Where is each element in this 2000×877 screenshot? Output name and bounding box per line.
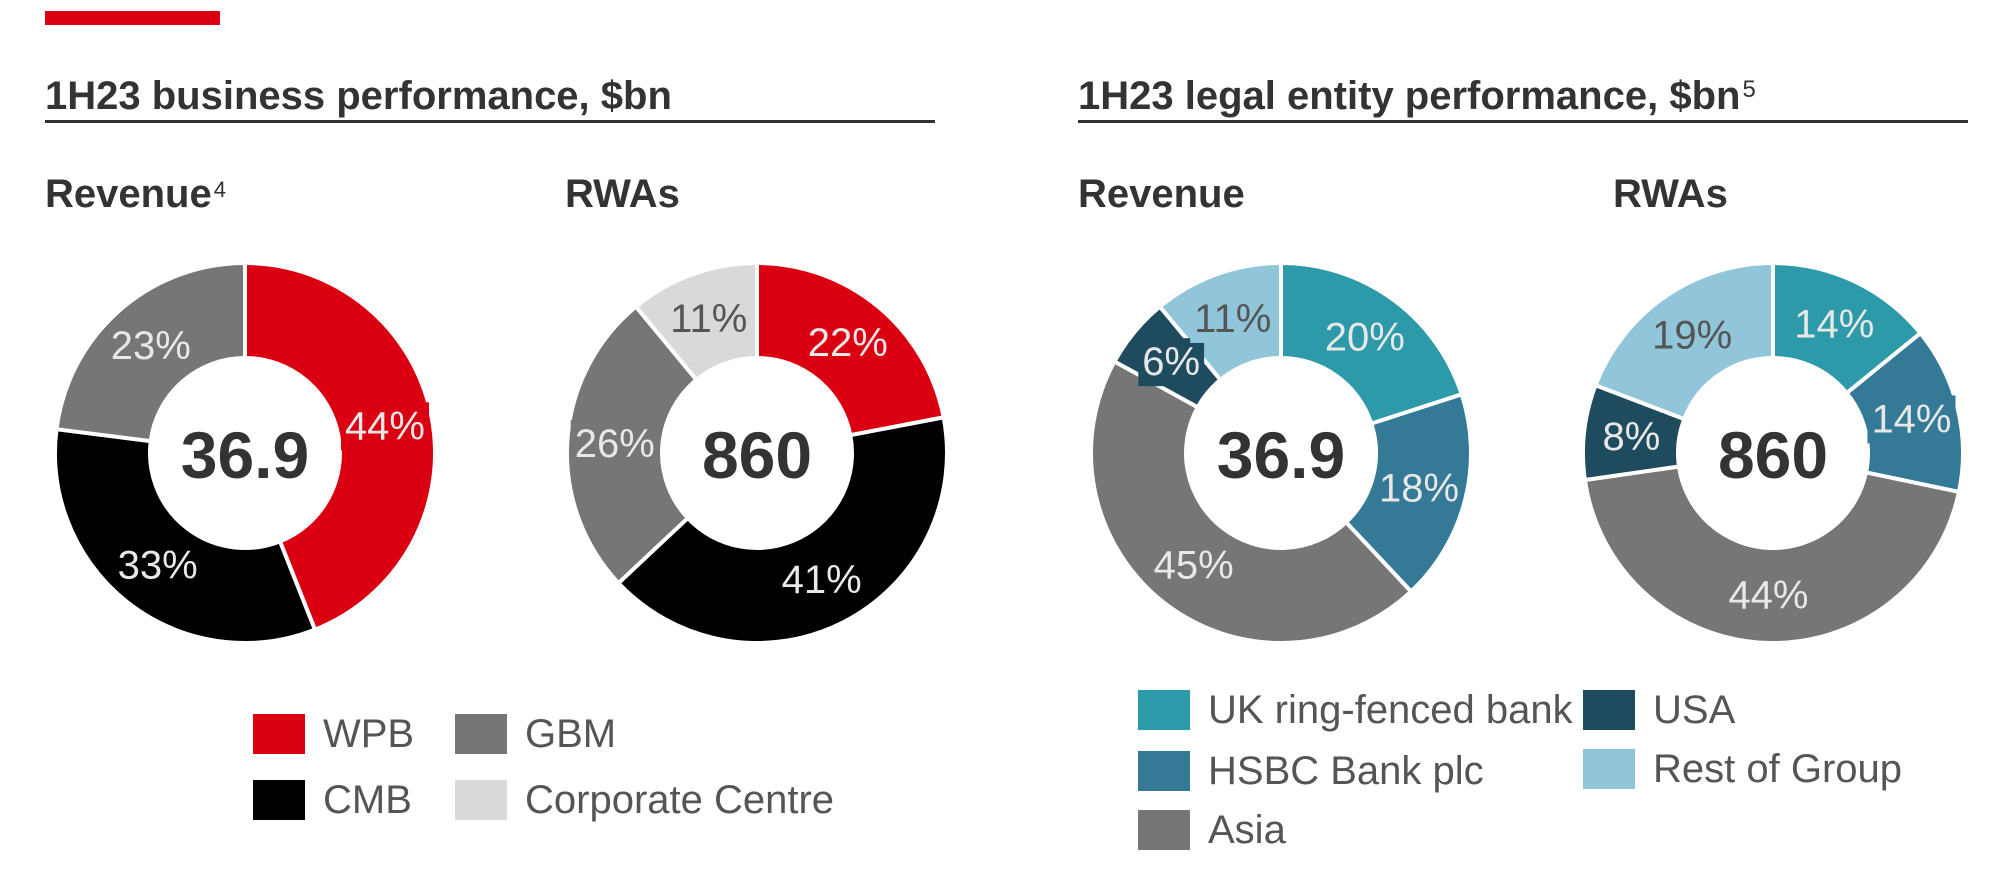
legend-label-wpb: WPB [323,712,415,756]
legend-swatch-uk-ring-fenced-bank [1138,690,1190,730]
legend-label-cmb: CMB [323,778,412,822]
donut-slice-corporate-centre [633,260,759,383]
slice-value-label-uk-ring-fenced-bank: 14% [1794,302,1874,346]
slice-value-label-box [340,402,430,451]
legal-entity-section-title: 1H23 legal entity performance, $bn5 [1078,72,1968,123]
slice-value-label-cmb: 41% [782,558,862,602]
slice-value-label-rest-of-group: 11% [1194,297,1271,341]
donut-center-total: 36.9 [1217,418,1345,492]
donut-slice-asia [1089,358,1414,645]
legend-label-rest-of-group: Rest of Group [1653,747,1903,791]
slice-value-label-rest-of-group: 19% [1652,314,1732,358]
slice-value-label-box [1138,338,1205,387]
legal-entity-revenue-donut: 20% 18% 45% 6%11% 36.9 [1089,260,1473,645]
donut-center-total: 36.9 [181,418,309,492]
donut-slice-wpb [755,260,946,438]
donut-center-total: 860 [1718,418,1828,492]
legend-item-usa: USA [1583,688,1735,732]
legend-swatch-rest-of-group [1583,749,1635,789]
legend-swatch-hsbc-bank-plc [1138,751,1190,791]
slice-value-label-corporate-centre: 11% [670,297,747,341]
legend-swatch-asia [1138,810,1190,850]
slice-value-label-hsbc-bank-plc: 14% [1871,397,1951,441]
legal-entity-revenue-title: Revenue [1078,172,1245,216]
slice-value-label-box [1598,413,1665,462]
slice-value-label-hsbc-bank-plc: 18% [1379,466,1459,510]
business-revenue-title: Revenue4 [45,172,226,216]
legal-entity-title-footnote: 5 [1742,76,1756,103]
slice-value-label-uk-ring-fenced-bank: 20% [1325,316,1405,360]
legend-item-uk-ring-fenced-bank: UK ring-fenced bank [1138,688,1573,732]
legend-item-corporate-centre: Corporate Centre [455,778,834,822]
slice-value-label-box [1190,294,1276,343]
slice-value-label-cmb: 33% [118,544,198,588]
slice-value-label-wpb: 22% [808,321,888,365]
accent-bar [45,11,220,25]
legend-swatch-cmb [253,780,305,820]
business-section-title: 1H23 business performance, $bn [45,72,935,123]
slice-value-label-gbm: 26% [575,422,655,466]
legend-item-hsbc-bank-plc: HSBC Bank plc [1138,749,1484,793]
slice-value-label-box [1867,395,1956,444]
legal-entity-rwas-title: RWAs [1613,172,1728,216]
business-revenue-donut: 44% 33% 23% 36.9 [53,260,437,645]
donut-slice-gbm [54,260,247,444]
legend-label-gbm: GBM [525,712,617,756]
business-rwas-donut: 22% 41% 26% 11% 860 [565,260,949,645]
slice-value-label-usa: 6% [1142,340,1200,384]
legend-item-gbm: GBM [455,712,616,756]
donut-slice-wpb [243,260,437,633]
slice-value-label-usa: 8% [1602,415,1660,459]
legend-item-asia: Asia [1138,808,1286,852]
legend-label-asia: Asia [1208,808,1286,852]
legend-label-hsbc-bank-plc: HSBC Bank plc [1208,749,1484,793]
legend-swatch-wpb [253,714,305,754]
legend-item-wpb: WPB [253,712,414,756]
donut-slice-rest-of-group [1592,260,1775,422]
donut-center-total: 860 [702,418,812,492]
donut-slice-cmb [53,426,318,645]
slice-value-label-asia: 44% [1728,573,1808,617]
legend-label-corporate-centre: Corporate Centre [525,778,835,822]
donut-slice-uk-ring-fenced-bank [1279,260,1465,427]
donut-slice-asia [1582,464,1962,645]
legend-label-usa: USA [1653,688,1736,732]
legend-swatch-gbm [455,714,507,754]
legend-label-uk-ring-fenced-bank: UK ring-fenced bank [1208,688,1573,732]
legend-item-cmb: CMB [253,778,412,822]
revenue-title-footnote: 4 [213,177,226,202]
donut-slice-hsbc-bank-plc [1343,391,1473,595]
business-rwas-title: RWAs [565,172,680,216]
slice-value-label-box [570,420,659,469]
legend-swatch-corporate-centre [455,780,507,820]
legend-item-rest-of-group: Rest of Group [1583,747,1902,791]
slice-value-label-asia: 45% [1154,544,1234,588]
slice-value-label-wpb: 44% [345,404,425,448]
slice-value-label-gbm: 23% [111,324,191,368]
legend-swatch-usa [1583,690,1635,730]
legal-entity-rwas-donut: 14% 14% 44% 8% 19% 860 [1581,260,1965,645]
donut-slice-cmb [615,415,949,645]
